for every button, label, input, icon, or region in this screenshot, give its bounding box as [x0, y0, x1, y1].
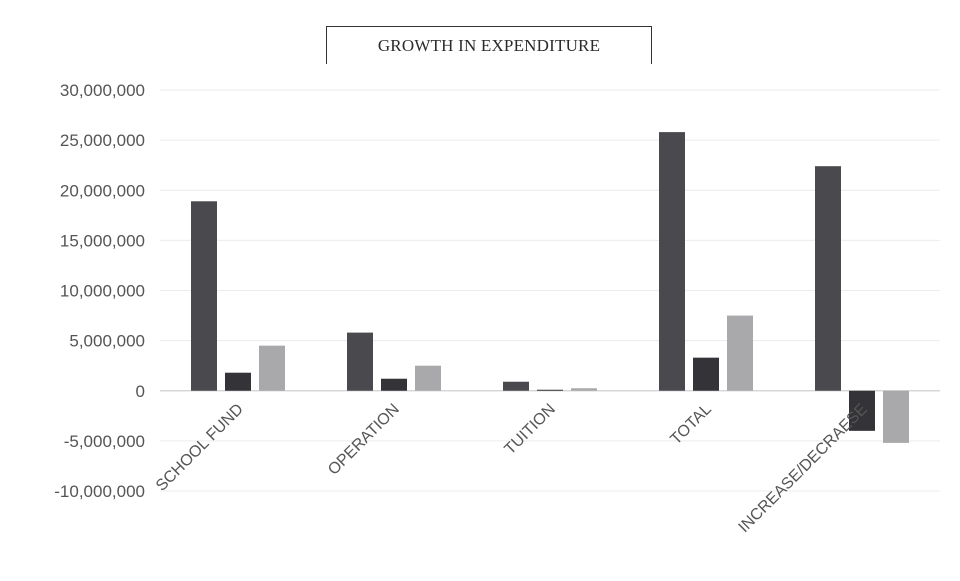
bar-3-2 — [415, 365, 441, 391]
bar-3-3 — [571, 388, 597, 391]
y-tick-label: 20,000,000 — [60, 181, 145, 200]
chart-title-box: GROWTH IN EXPENDITURE — [326, 26, 652, 64]
bar-2-4 — [693, 357, 719, 391]
bar-2-5 — [849, 390, 875, 431]
bar-1-3 — [503, 381, 529, 391]
bar-2-1 — [225, 372, 251, 391]
bar-1-2 — [347, 332, 373, 391]
y-tick-label: -10,000,000 — [54, 482, 145, 501]
y-tick-label: -5,000,000 — [64, 432, 145, 451]
y-tick-label: 25,000,000 — [60, 131, 145, 150]
x-category-label: OPERATION — [325, 401, 403, 479]
bar-1-5 — [815, 166, 841, 391]
bar-2-3 — [537, 389, 563, 391]
y-tick-label: 0 — [136, 382, 145, 401]
bar-1-1 — [191, 201, 217, 391]
x-category-label: TUITION — [502, 401, 559, 458]
y-tick-label: 5,000,000 — [69, 332, 145, 351]
x-category-label: SCHOOL FUND — [153, 401, 247, 495]
bar-3-1 — [259, 345, 285, 391]
chart-title: GROWTH IN EXPENDITURE — [377, 35, 601, 55]
y-tick-label: 10,000,000 — [60, 282, 145, 301]
x-category-label: INCREASE/DECRAESE — [736, 401, 871, 536]
bar-1-4 — [659, 132, 685, 391]
bar-3-4 — [727, 315, 753, 391]
y-tick-label: 30,000,000 — [60, 81, 145, 100]
bar-2-2 — [381, 378, 407, 391]
bar-3-5 — [883, 390, 909, 443]
y-tick-label: 15,000,000 — [60, 231, 145, 250]
